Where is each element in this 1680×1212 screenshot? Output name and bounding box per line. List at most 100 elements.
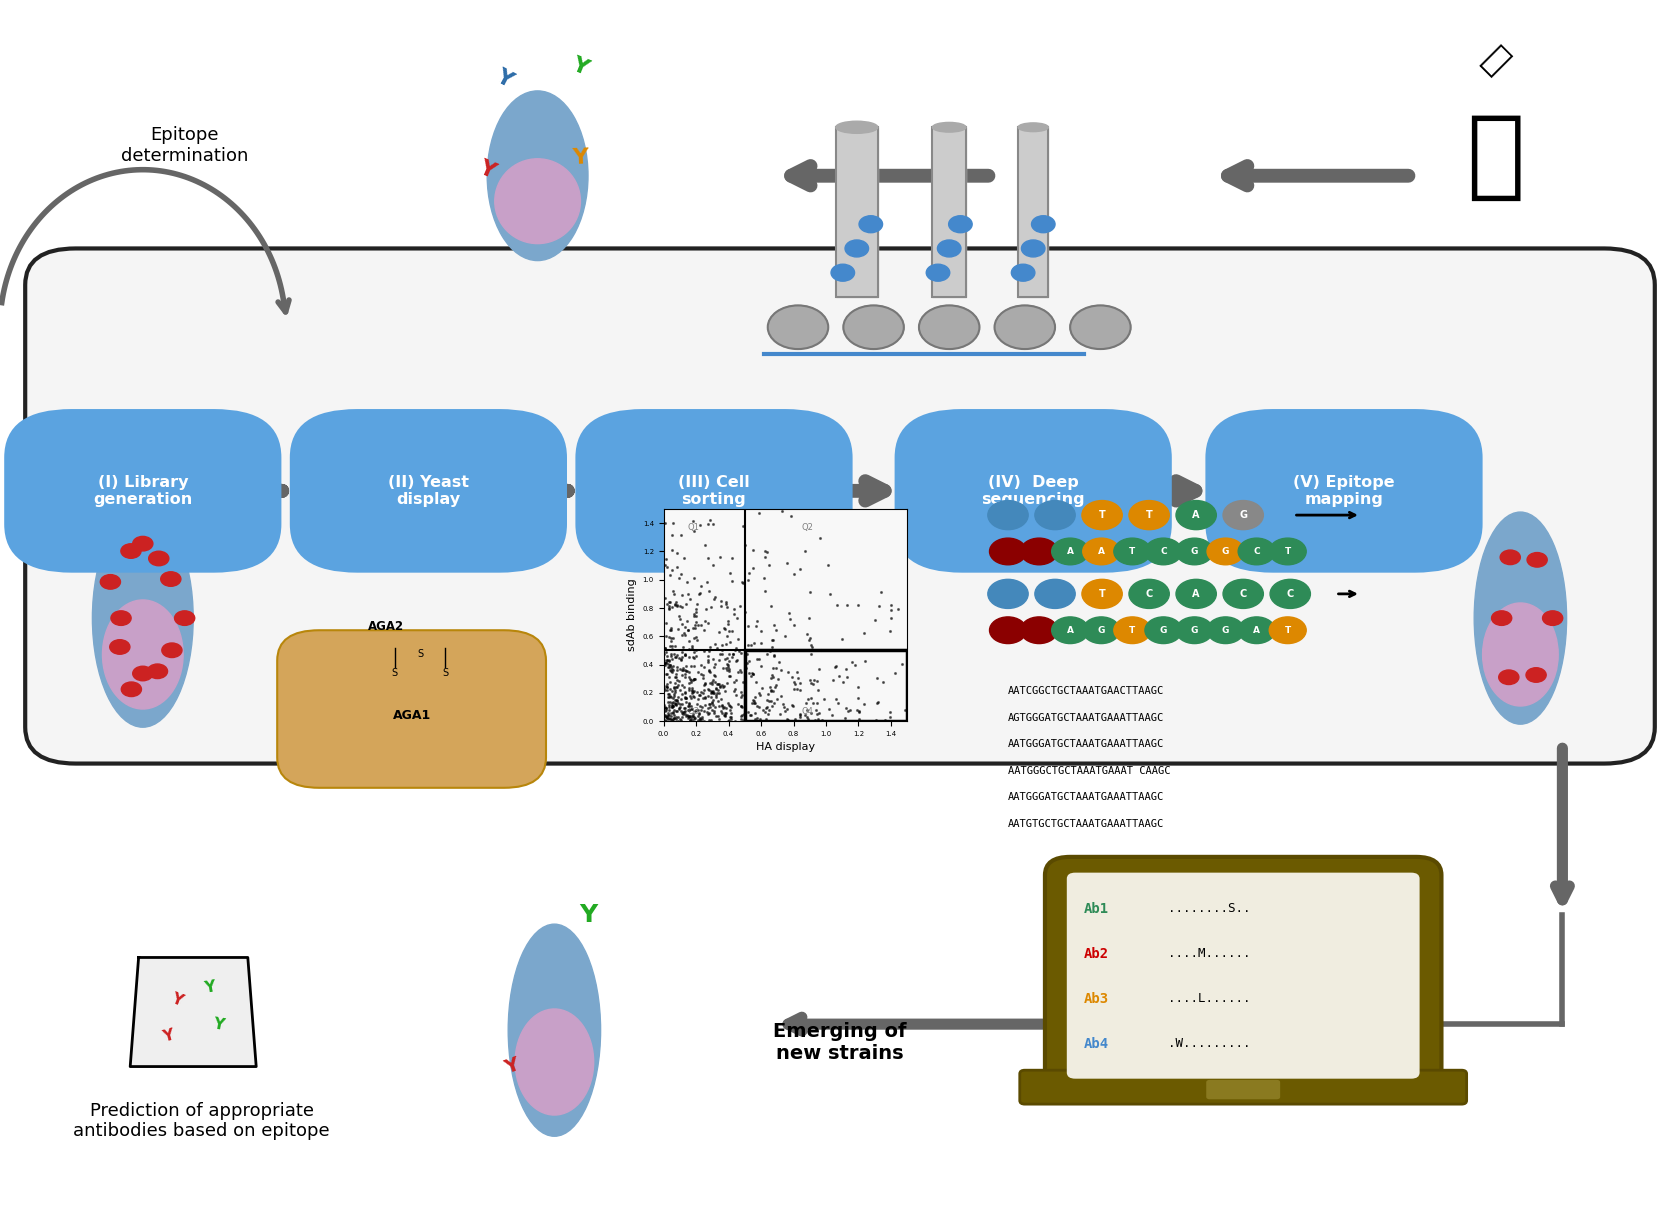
FancyBboxPatch shape [1045,857,1441,1100]
Point [714,711,741,731]
Point [714,648,741,668]
Circle shape [175,611,195,625]
Point [665,619,692,639]
Point [677,709,704,728]
Point [659,697,685,716]
Point [722,638,749,657]
Text: G: G [1159,625,1168,635]
Point [717,708,744,727]
Point [680,669,707,688]
Circle shape [832,264,855,281]
Point [669,675,696,694]
Point [657,291,684,310]
Point [716,696,743,715]
Ellipse shape [102,600,183,709]
Circle shape [1525,668,1546,682]
Point [679,636,706,656]
Text: AGTGGGATGCTAAATGAAATTAAGC: AGTGGGATGCTAAATGAAATTAAGC [1008,713,1164,722]
Circle shape [1176,501,1216,530]
Point [697,510,724,530]
Point [680,656,707,675]
Point [655,692,682,711]
Point [657,707,684,726]
Point [697,674,724,693]
Point [702,687,729,707]
Point [684,602,711,622]
Text: AATCGGCTGCTAAATGAACTTAAGC: AATCGGCTGCTAAATGAACTTAAGC [1008,686,1164,696]
Point [690,621,717,640]
Point [657,591,684,611]
Point [652,707,679,726]
Point [655,668,682,687]
Point [753,691,780,710]
Point [721,681,748,701]
Point [706,674,732,693]
Point [816,699,843,719]
Point [675,668,702,687]
Point [746,503,773,522]
Point [654,651,680,670]
Point [655,599,682,618]
Point [953,708,979,727]
Point [690,641,717,661]
Point [734,616,761,635]
Point [675,701,702,720]
Point [684,682,711,702]
Point [660,645,687,664]
Point [680,682,707,702]
Text: (II) Yeast
display: (II) Yeast display [388,475,469,507]
Point [706,680,732,699]
Point [702,654,729,674]
Text: S: S [417,650,423,659]
Point [689,708,716,727]
Point [771,701,798,720]
Point [751,582,778,601]
Point [712,705,739,725]
Text: Y: Y [580,903,596,927]
Point [761,693,788,713]
Point [687,583,714,602]
Point [791,542,818,561]
Point [716,621,743,640]
Point [724,608,751,628]
Point [690,675,717,694]
Point [798,703,825,722]
Point [711,705,738,725]
Text: Y: Y [212,1016,225,1033]
Bar [744,651,907,721]
Point [722,651,749,670]
Point [778,507,805,526]
Bar [932,127,966,297]
Point [680,568,707,588]
Point [669,498,696,518]
Circle shape [101,574,121,589]
Point [845,678,872,697]
Point [741,633,768,652]
Circle shape [109,640,129,654]
Point [652,639,679,658]
Point [662,595,689,614]
Point [694,686,721,705]
Point [660,711,687,731]
Point [672,707,699,726]
Point [672,687,699,707]
Point [694,698,721,718]
Point [719,644,746,663]
Point [669,650,696,669]
Point [771,625,798,645]
Point [650,645,677,664]
Point [674,696,701,715]
Point [842,640,869,659]
Point [823,595,850,614]
Point [664,690,690,709]
Circle shape [990,538,1026,565]
Point [680,707,707,726]
Point [717,633,744,652]
Point [690,673,717,692]
Point [796,628,823,647]
Point [650,653,677,673]
Text: Ab4: Ab4 [1084,1036,1109,1051]
Point [785,663,811,682]
Point [667,680,694,699]
Point [662,694,689,714]
